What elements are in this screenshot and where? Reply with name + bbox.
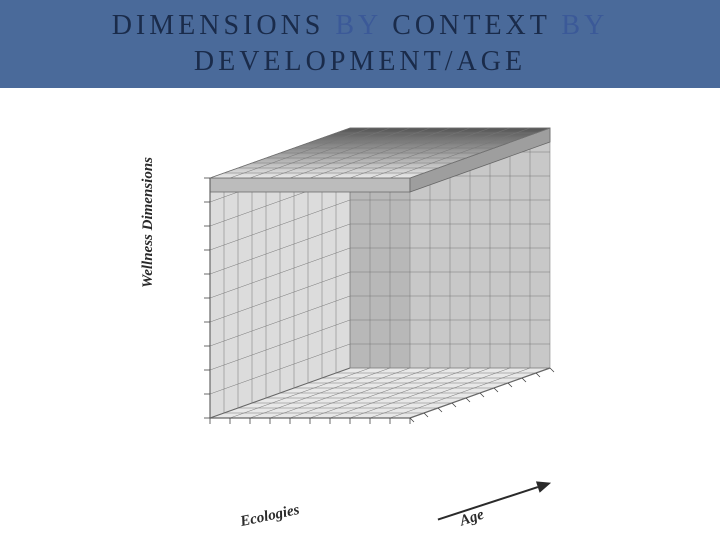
title-bar: DIMENSIONS BY CONTEXT BY DEVELOPMENT/AGE [0, 0, 720, 88]
axis-label-x: Ecologies [239, 502, 301, 531]
page-title: DIMENSIONS BY CONTEXT BY DEVELOPMENT/AGE [112, 8, 609, 81]
diagram-area: Wellness Dimensions Ecologies Age [0, 88, 720, 540]
cube-3d [150, 108, 580, 488]
axis-label-y: Wellness Dimensions [140, 157, 157, 288]
